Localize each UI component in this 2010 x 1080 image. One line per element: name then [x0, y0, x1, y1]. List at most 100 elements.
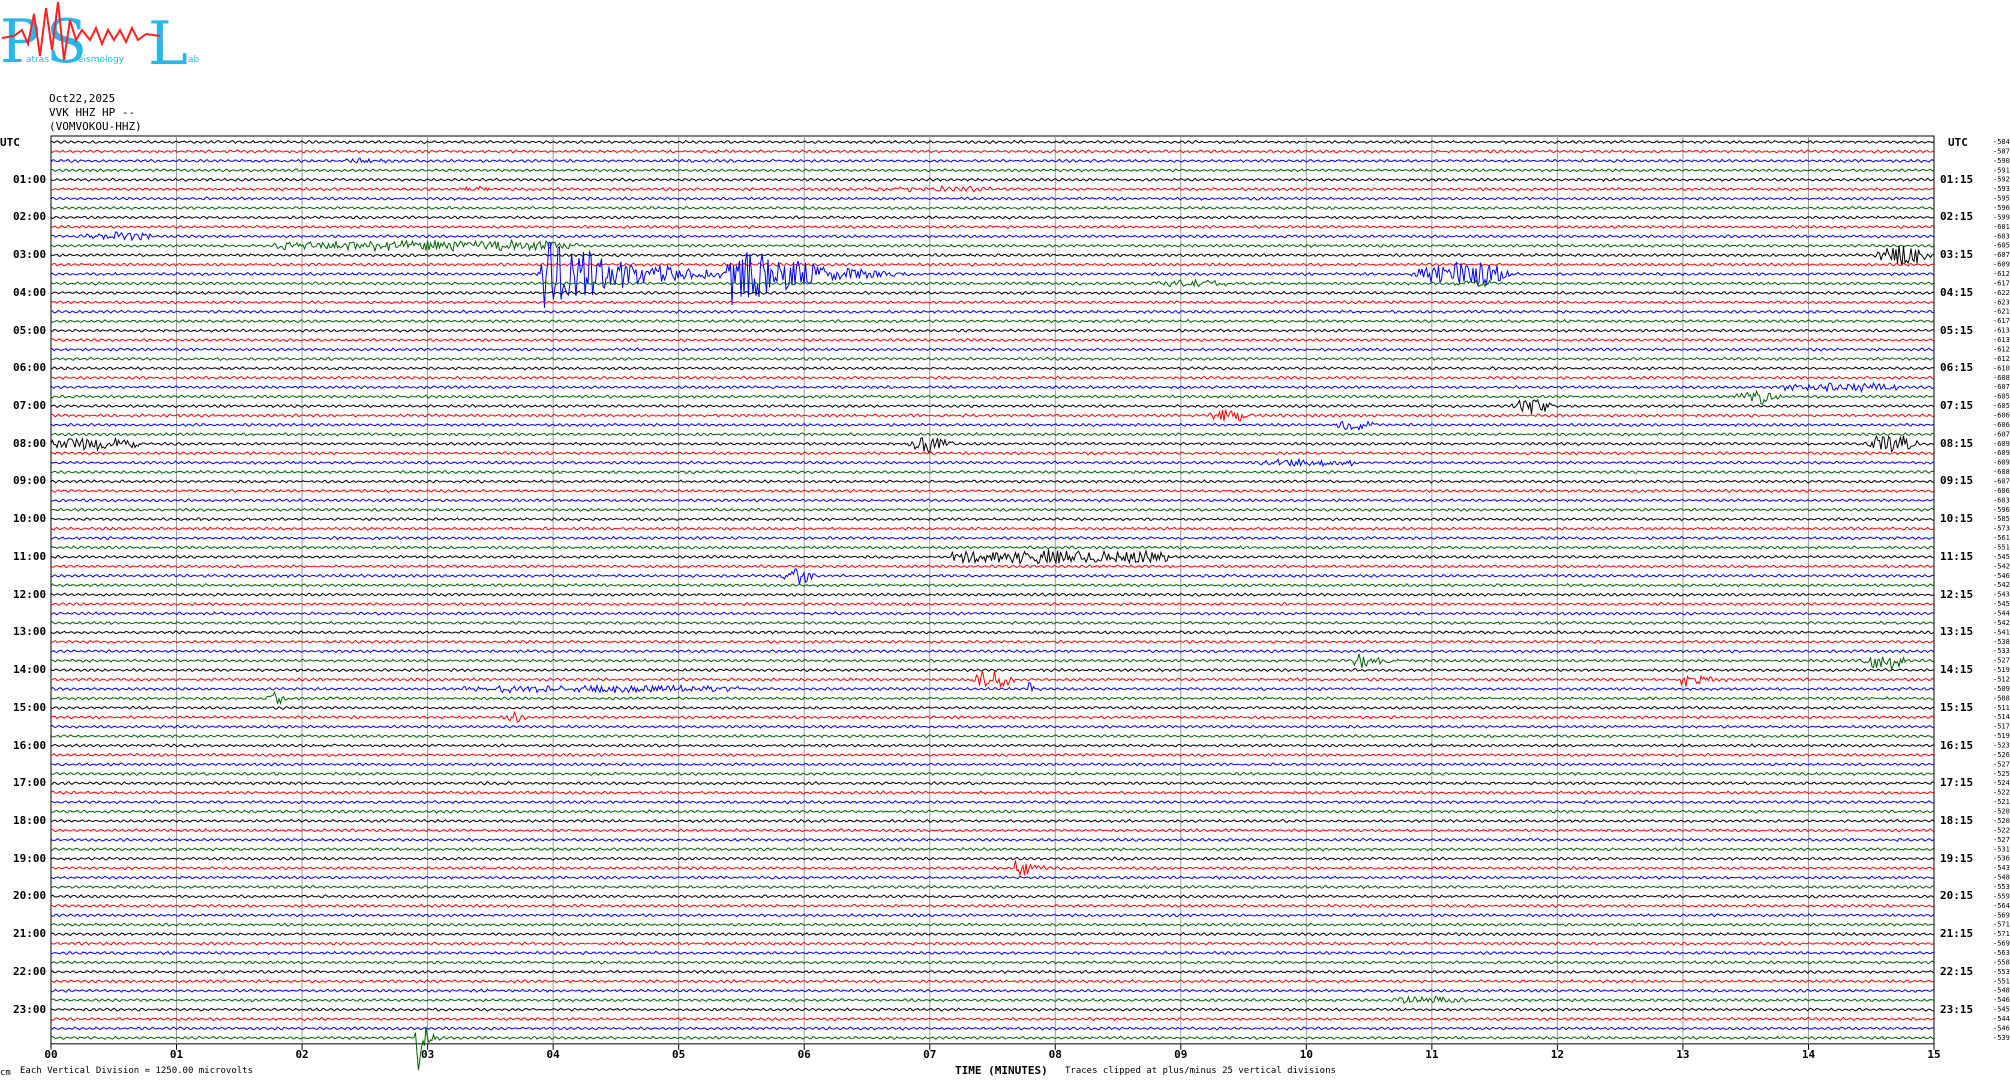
trace-offset-label: -5536: [1993, 883, 2010, 891]
trace-line: [50, 375, 1934, 380]
trace-offset-label: -5207: [1993, 808, 2010, 816]
right-hour-label: 13:15: [1940, 625, 1974, 639]
trace-line: [50, 960, 1934, 965]
left-hour-label: 07:00: [13, 399, 47, 413]
trace-offset-label: -6053: [1993, 393, 2010, 401]
trace-offset-label: -5314: [1993, 845, 2010, 853]
left-hour-label: 08:00: [13, 436, 47, 450]
trace-offset-label: -5396: [1993, 1034, 2010, 1042]
trace-line: [50, 458, 1934, 468]
trace-offset-label: -6066: [1993, 411, 2010, 419]
x-tick-label: 11: [1425, 1048, 1439, 1061]
psl-logo: P S L atras eismology ab: [0, 1, 200, 72]
left-hour-label: 22:00: [13, 964, 47, 978]
trace-line: [50, 1026, 1934, 1071]
trace-offset-label: -5222: [1993, 789, 2010, 797]
trace-line: [50, 649, 1934, 654]
trace-line: [50, 488, 1934, 494]
right-hour-label: 18:15: [1940, 813, 1974, 827]
right-hour-label: 23:15: [1940, 1002, 1974, 1016]
left-hour-label: 13:00: [13, 625, 47, 639]
logo-word-2: eismology: [78, 55, 125, 65]
trace-line: [50, 630, 1934, 635]
trace-offset-label: -5141: [1993, 713, 2010, 721]
right-hour-label: 08:15: [1940, 436, 1974, 450]
trace-line: [50, 818, 1934, 824]
trace-line: [50, 653, 1934, 672]
x-tick-label: 15: [1927, 1048, 1940, 1061]
right-utc-header: UTC: [1948, 136, 1968, 149]
trace-line: [50, 278, 1934, 288]
trace-line: [50, 620, 1934, 626]
trace-offset-label: -6213: [1993, 308, 2010, 316]
right-hour-label: 10:15: [1940, 512, 1974, 526]
corner-mark: cm: [0, 1068, 11, 1078]
trace-line: [50, 432, 1934, 437]
left-hour-label: 19:00: [13, 851, 47, 865]
trace-offset-label: -5483: [1993, 987, 2010, 995]
trace-offset-label: -5094: [1993, 685, 2010, 693]
x-tick-label: 12: [1551, 1048, 1564, 1061]
left-hour-label: 06:00: [13, 361, 47, 375]
right-hour-label: 21:15: [1940, 927, 1974, 941]
trace-line: [50, 224, 1934, 230]
trace-line: [50, 498, 1934, 503]
trace-offset-label: -5716: [1993, 921, 2010, 929]
trace-offset-label: -5969: [1993, 204, 2010, 212]
trace-offset-label: -6062: [1993, 487, 2010, 495]
trace-line: [50, 366, 1934, 371]
trace-line: [50, 771, 1934, 777]
trace-line: [50, 318, 1934, 324]
left-hour-label: 09:00: [13, 474, 47, 488]
trace-line: [50, 799, 1934, 805]
logo-word-1: atras: [26, 55, 49, 65]
trace-line: [50, 241, 1934, 308]
trace-line: [50, 611, 1934, 616]
station-label: VVK HHZ HP --: [49, 106, 136, 119]
x-tick-label: 09: [1174, 1048, 1187, 1061]
trace-offset-label: -5921: [1993, 176, 2010, 184]
x-tick-label: 00: [44, 1048, 57, 1061]
right-hour-label: 19:15: [1940, 851, 1974, 865]
trace-line: [51, 846, 1934, 852]
trace-line: [50, 705, 1934, 711]
right-hour-label: 20:15: [1940, 889, 1974, 903]
trace-offset-label: -6071: [1993, 383, 2010, 391]
trace-offset-label: -5510: [1993, 977, 2010, 985]
x-tick-label: 10: [1300, 1048, 1313, 1061]
trace-offset-label: -5414: [1993, 628, 2010, 636]
trace-offset-label: -6073: [1993, 430, 2010, 438]
trace-line: [50, 710, 1934, 723]
trace-offset-label: -5586: [1993, 958, 2010, 966]
trace-offset-label: -6235: [1993, 298, 2010, 306]
x-tick-label: 06: [798, 1048, 812, 1061]
trace-line: [50, 337, 1934, 343]
trace-offset-label: -5483: [1993, 874, 2010, 882]
left-hour-label: 03:00: [13, 248, 47, 262]
trace-offset-label: -5512: [1993, 543, 2010, 551]
trace-offset-label: -5271: [1993, 836, 2010, 844]
trace-offset-label: -5538: [1993, 968, 2010, 976]
trace-line: [50, 790, 1934, 795]
trace-offset-label: -6176: [1993, 279, 2010, 287]
trace-line: [50, 762, 1934, 767]
trace-line: [50, 149, 1934, 154]
right-hour-label: 06:15: [1940, 361, 1974, 375]
trace-offset-label: -5445: [1993, 1015, 2010, 1023]
trace-offset-label: -5113: [1993, 704, 2010, 712]
trace-line: [50, 549, 1934, 566]
left-hour-label: 15:00: [13, 700, 47, 714]
trace-offset-label: -5380: [1993, 638, 2010, 646]
trace-offset-label: -6084: [1993, 468, 2010, 476]
right-hour-label: 09:15: [1940, 474, 1974, 488]
trace-line: [50, 950, 1934, 956]
trace-line: [50, 398, 1934, 414]
right-hour-label: 14:15: [1940, 663, 1974, 677]
x-tick-label: 04: [547, 1048, 561, 1061]
trace-line: [50, 969, 1934, 975]
trace-offset-label: -5425: [1993, 562, 2010, 570]
trace-line: [50, 733, 1934, 739]
trace-offset-label: -5638: [1993, 949, 2010, 957]
trace-offset-label: -5420: [1993, 581, 2010, 589]
